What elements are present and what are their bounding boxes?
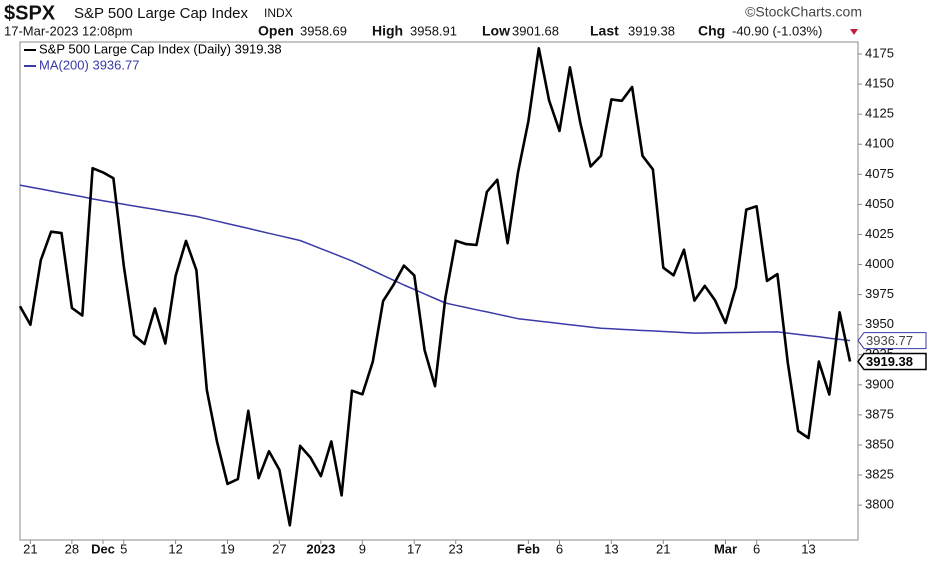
y-tick-label: 3800 — [865, 497, 894, 512]
last-value-label: 3919.38 — [866, 354, 913, 369]
y-tick-label: 4125 — [865, 106, 894, 121]
y-tick-label: 3875 — [865, 406, 894, 421]
change-arrow — [850, 29, 858, 35]
last-value-box — [857, 332, 927, 350]
timestamp: 17-Mar-2023 12:08pm — [4, 23, 133, 38]
y-tick-label: 4075 — [865, 166, 894, 181]
x-tick-label: 19 — [220, 541, 234, 556]
x-tick-label: 17 — [407, 541, 421, 556]
quote-value: 3901.68 — [512, 23, 559, 38]
x-tick-label: 21 — [656, 541, 670, 556]
legend-label: S&P 500 Large Cap Index (Daily) 3919.38 — [39, 41, 282, 56]
last-value-box — [857, 352, 927, 371]
quote-value: -40.90 (-1.03%) — [732, 23, 822, 38]
quote-label: Last — [590, 23, 619, 39]
x-tick-label: 6 — [753, 541, 760, 556]
y-tick-label: 4025 — [865, 226, 894, 241]
quote-value: 3919.38 — [628, 23, 675, 38]
quote-value: 3958.69 — [300, 23, 347, 38]
y-tick-label: 4100 — [865, 136, 894, 151]
y-tick-label: 4000 — [865, 256, 894, 271]
x-tick-label: 5 — [120, 541, 127, 556]
quote-label: Open — [258, 23, 294, 39]
x-tick-label: 23 — [449, 541, 463, 556]
legend-label: MA(200) 3936.77 — [39, 57, 139, 72]
quote-label: High — [372, 23, 403, 39]
x-tick-label: Mar — [714, 541, 737, 556]
x-tick-label: 27 — [272, 541, 286, 556]
x-tick-label: Dec — [91, 541, 115, 556]
y-tick-label: 3950 — [865, 316, 894, 331]
x-tick-label: 13 — [801, 541, 815, 556]
y-tick-label: 4050 — [865, 196, 894, 211]
credit: ©StockCharts.com — [745, 4, 862, 20]
y-tick-label: 3975 — [865, 286, 894, 301]
exchange: INDX — [264, 6, 293, 20]
x-tick-label: 12 — [168, 541, 182, 556]
y-tick-label: 3900 — [865, 376, 894, 391]
x-tick-label: 6 — [556, 541, 563, 556]
x-tick-label: 21 — [23, 541, 37, 556]
y-tick-label: 3850 — [865, 436, 894, 451]
symbol: $SPX — [4, 2, 56, 24]
y-tick-label: 4150 — [865, 76, 894, 91]
x-tick-label: Feb — [517, 541, 540, 556]
quote-label: Low — [482, 23, 510, 39]
series-line — [19, 184, 851, 342]
series-line — [18, 47, 852, 527]
index-name: S&P 500 Large Cap Index — [74, 5, 249, 22]
x-tick-label: 9 — [359, 541, 366, 556]
x-tick-label: 13 — [604, 541, 618, 556]
quote-value: 3958.91 — [410, 23, 457, 38]
last-value-label: 3936.77 — [866, 333, 913, 348]
y-tick-label: 3825 — [865, 466, 894, 481]
plot-frame — [19, 41, 859, 541]
quote-label: Chg — [698, 23, 725, 39]
x-tick-label: 28 — [65, 541, 79, 556]
x-tick-label: 2023 — [306, 541, 335, 556]
y-tick-label: 4175 — [865, 45, 894, 60]
